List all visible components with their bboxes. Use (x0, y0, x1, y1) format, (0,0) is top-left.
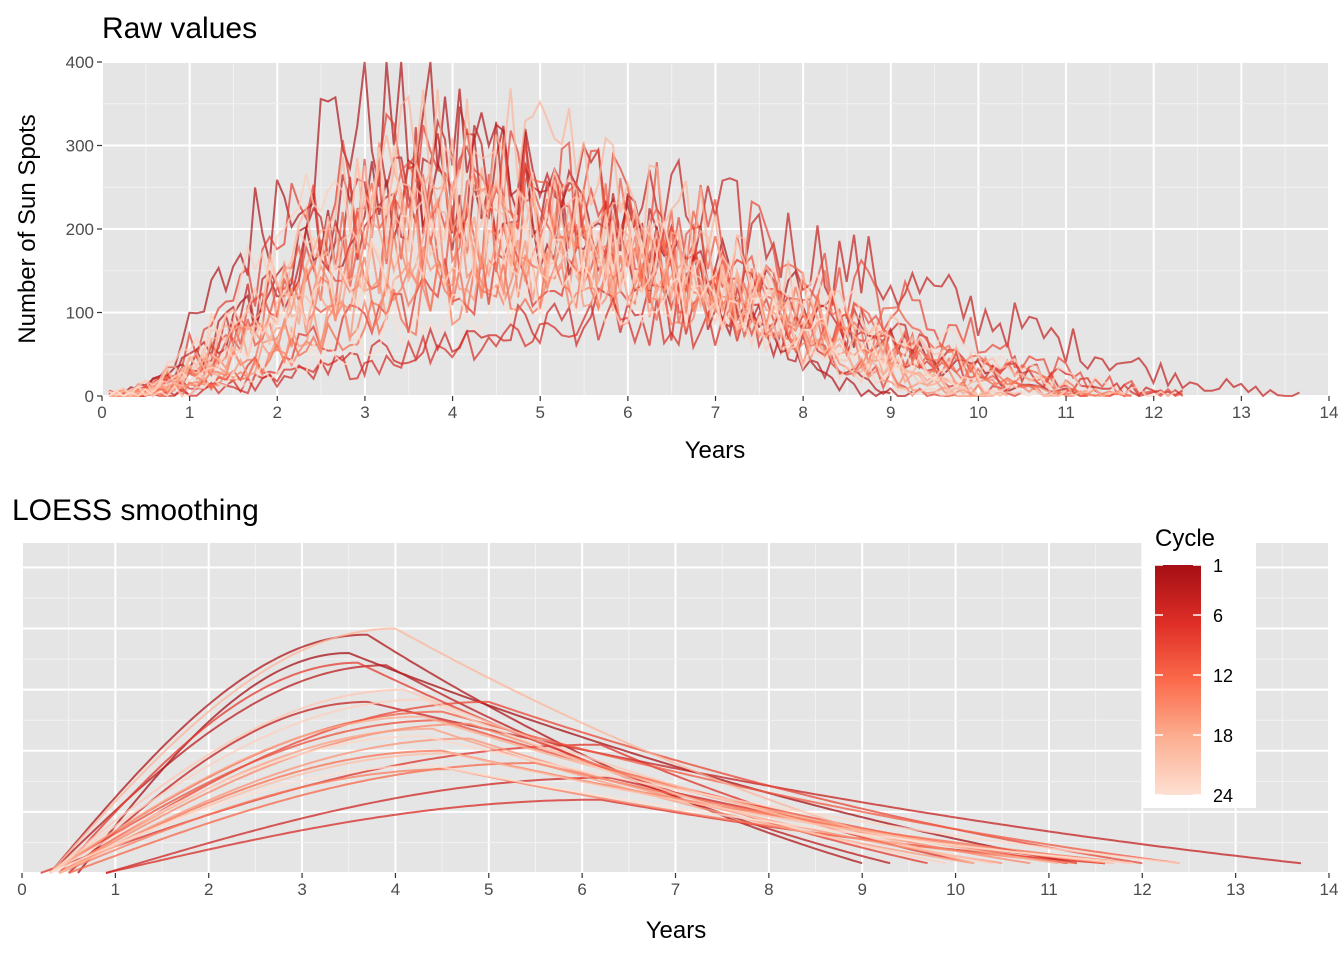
loess-chart: LOESS smoothing 0 1 2 3 4 5 6 7 8 9 10 11 12 13 14 Yea… (12, 494, 1338, 944)
loess-series-cycle-16 (58, 737, 1003, 874)
x-axis-title-loess: Years (646, 917, 707, 944)
x-tick-label: 7 (671, 880, 680, 899)
x-tick-label: 5 (484, 880, 493, 899)
x-tick-label: 6 (577, 880, 586, 899)
x-tick-label: 7 (711, 403, 720, 422)
y-tick-label: 100 (66, 304, 94, 323)
colorbar-label: 24 (1213, 786, 1233, 806)
x-tick-label: 2 (273, 403, 282, 422)
series-raw (108, 61, 1300, 399)
colorbar-ticks: 1 6 12 18 24 (1155, 556, 1233, 806)
x-tick-label: 12 (1133, 880, 1152, 899)
loess-series-cycle-20 (58, 752, 1115, 874)
x-tick-label: 11 (1040, 880, 1058, 899)
x-tick-label: 8 (764, 880, 773, 899)
raw-series-cycle-16 (109, 222, 986, 398)
y-tick-label: 400 (66, 53, 94, 72)
x-tick-label: 3 (360, 403, 369, 422)
loess-series-cycle-22 (49, 698, 947, 874)
x-tick-label: 2 (204, 880, 213, 899)
y-tick-label: 0 (85, 387, 94, 406)
x-tick-label: 14 (1320, 880, 1339, 899)
raw-series-cycle-22 (108, 147, 957, 398)
x-tick-label: 5 (535, 403, 544, 422)
x-tick-label: 10 (946, 880, 965, 899)
x-tick-label: 3 (297, 880, 306, 899)
colorbar-label: 1 (1213, 556, 1223, 576)
axes-loess: 0 1 2 3 4 5 6 7 8 9 10 11 12 13 14 (17, 873, 1338, 899)
x-tick-label: 4 (391, 880, 400, 899)
loess-series-cycle-21 (49, 688, 994, 874)
y-tick-label: 200 (66, 220, 94, 239)
y-axis-title-raw: Number of Sun Spots (14, 114, 41, 343)
chart-title-raw: Raw values (102, 12, 257, 45)
x-tick-label: 10 (969, 403, 988, 422)
x-tick-label: 1 (111, 880, 120, 899)
y-tick-label: 300 (66, 137, 94, 156)
raw-series-cycle-20 (108, 177, 1125, 398)
colorbar-label: 6 (1213, 606, 1223, 626)
x-tick-label: 6 (623, 403, 632, 422)
x-tick-label: 12 (1144, 403, 1163, 422)
loess-series-cycle-13 (58, 749, 1134, 874)
x-tick-label: 1 (185, 403, 194, 422)
raw-series-cycle-24 (108, 262, 1067, 398)
raw-series-cycle-23 (108, 190, 1176, 398)
loess-series-cycle-4 (68, 700, 1302, 874)
x-tick-label: 4 (448, 403, 457, 422)
raw-values-chart: Raw values 0 1 2 3 4 5 6 7 8 9 10 11 12 13 14010020030… (14, 12, 1338, 464)
x-tick-label: 11 (1057, 403, 1075, 422)
x-tick-label: 13 (1232, 403, 1251, 422)
x-tick-label: 9 (857, 880, 866, 899)
x-tick-label: 9 (886, 403, 895, 422)
colorbar-label: 12 (1213, 666, 1233, 686)
colorbar (1155, 565, 1201, 795)
loess-series-cycle-24 (49, 764, 1134, 874)
x-tick-label: 8 (798, 403, 807, 422)
chart-title-loess: LOESS smoothing (12, 494, 259, 527)
x-tick-label: 14 (1320, 403, 1339, 422)
raw-series-cycle-21 (108, 141, 1001, 398)
loess-series-cycle-2 (49, 633, 863, 874)
loess-series-cycle-23 (49, 735, 1180, 874)
legend-cycle: Cycle 1 6 12 18 24 (1142, 522, 1256, 808)
legend-title: Cycle (1155, 525, 1215, 552)
x-axis-title-raw: Years (685, 437, 746, 464)
loess-series-cycle-19 (49, 627, 975, 874)
x-tick-label: 13 (1226, 880, 1245, 899)
x-tick-label: 0 (97, 403, 106, 422)
series-loess (40, 627, 1302, 874)
x-tick-label: 0 (17, 880, 26, 899)
colorbar-label: 18 (1213, 726, 1233, 746)
